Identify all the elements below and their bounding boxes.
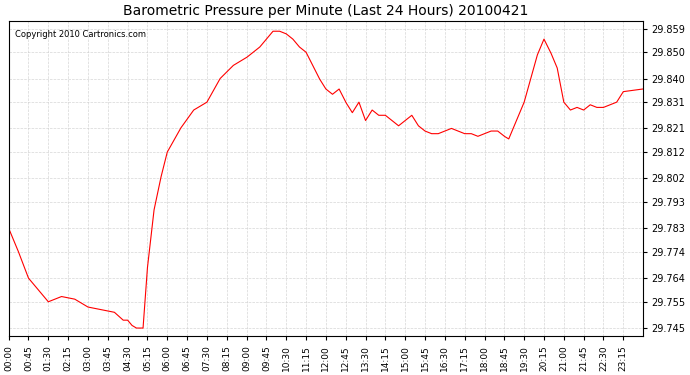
Title: Barometric Pressure per Minute (Last 24 Hours) 20100421: Barometric Pressure per Minute (Last 24 … — [123, 4, 529, 18]
Text: Copyright 2010 Cartronics.com: Copyright 2010 Cartronics.com — [15, 30, 146, 39]
